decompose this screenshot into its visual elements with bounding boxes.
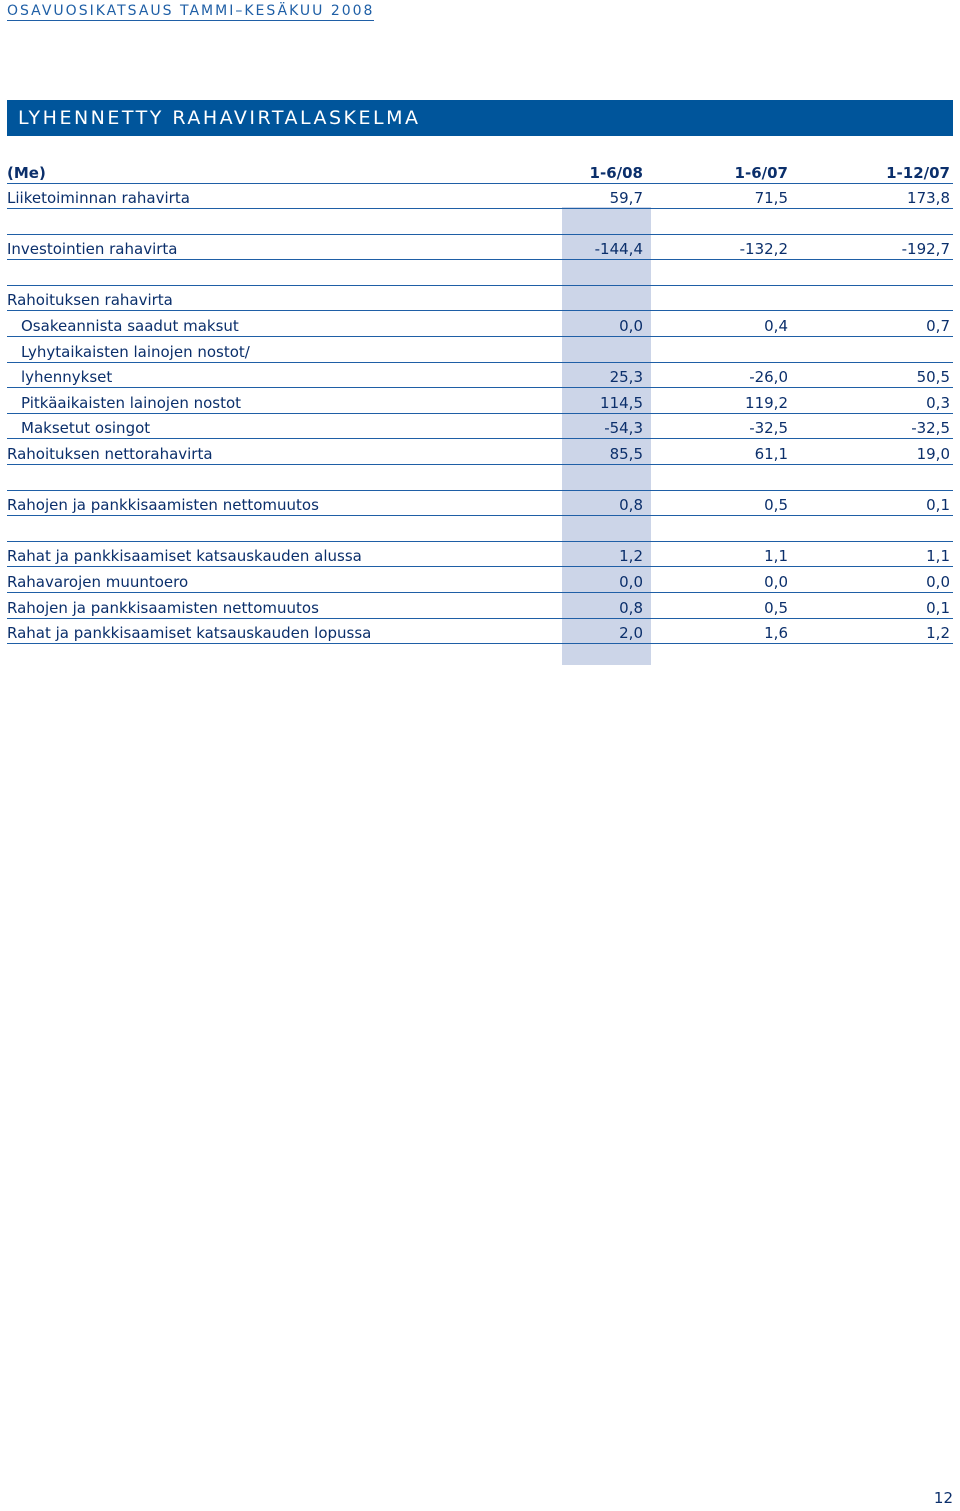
table-row: Rahoituksen nettorahavirta 85,5 61,1 19,0 [7,439,953,465]
table-row: lyhennykset 25,3 -26,0 50,5 [7,362,953,388]
row-label: Investointien rahavirta [7,240,178,258]
table-row [7,209,953,235]
row-label: Pitkäaikaisten lainojen nostot [21,394,242,412]
row-label: Liiketoiminnan rahavirta [7,189,190,207]
row-value-c2: 1,1 [764,547,788,565]
column-header-1-12-07: 1-12/07 [886,164,950,182]
row-value-c1: 1,2 [619,547,643,565]
table-row [7,465,953,491]
row-value-c3: 0,1 [926,496,950,514]
row-value-c2: 119,2 [745,394,788,412]
row-label: Rahojen ja pankkisaamisten nettomuutos [7,599,319,617]
row-value-c2: -32,5 [749,419,788,437]
row-value-c1: 0,8 [619,496,643,514]
table-row: Liiketoiminnan rahavirta 59,7 71,5 173,8 [7,183,953,209]
row-value-c2: 0,5 [764,496,788,514]
row-value-c2: 1,6 [764,624,788,642]
row-value-c1: 0,8 [619,599,643,617]
row-value-c1: 0,0 [619,317,643,335]
table-row: Rahojen ja pankkisaamisten nettomuutos 0,… [7,490,953,516]
table-row [7,516,953,542]
row-value-c3: 50,5 [916,368,950,386]
column-header-1-6-07: 1-6/07 [734,164,788,182]
table-row: Rahat ja pankkisaamiset katsauskauden lo… [7,618,953,644]
row-value-c3: -192,7 [901,240,950,258]
table-row: Rahojen ja pankkisaamisten nettomuutos 0,… [7,593,953,619]
row-label: Rahat ja pankkisaamiset katsauskauden al… [7,547,362,565]
row-value-c2: -26,0 [749,368,788,386]
row-label: Rahavarojen muuntoero [7,573,189,591]
row-value-c3: 0,0 [926,573,950,591]
row-value-c3: -32,5 [911,419,950,437]
table-row: Investointien rahavirta -144,4 -132,2 -192,… [7,234,953,260]
row-label: lyhennykset [21,368,113,386]
table-row: Rahoituksen rahavirta [7,285,953,311]
table-row [7,260,953,286]
table-row: Maksetut osingot -54,3 -32,5 -32,5 [7,413,953,439]
row-label: Lyhytaikaisten lainojen nostot/ [21,343,250,361]
row-value-c2: 0,0 [764,573,788,591]
row-value-c1: 0,0 [619,573,643,591]
row-value-c1: 2,0 [619,624,643,642]
table-header-row: (Me) 1-6/08 1-6/07 1-12/07 [7,158,953,184]
table-row: Rahavarojen muuntoero 0,0 0,0 0,0 [7,567,953,593]
row-value-c3: 0,3 [926,394,950,412]
row-value-c2: -132,2 [739,240,788,258]
row-value-c1: 25,3 [609,368,643,386]
row-label: Rahoituksen rahavirta [7,291,173,309]
current-period-highlight [562,207,651,665]
row-value-c3: 173,8 [907,189,950,207]
row-label: Rahoituksen nettorahavirta [7,445,213,463]
row-value-c3: 0,1 [926,599,950,617]
page-number: 12 [933,1489,953,1507]
table-row: Lyhytaikaisten lainojen nostot/ [7,337,953,363]
row-label: Rahat ja pankkisaamiset katsauskauden lo… [7,624,372,642]
row-value-c3: 19,0 [916,445,950,463]
row-value-c2: 0,4 [764,317,788,335]
column-header-1-6-08: 1-6/08 [589,164,643,182]
row-value-c3: 1,1 [926,547,950,565]
row-value-c1: 85,5 [609,445,643,463]
unit-label: (Me) [7,164,46,182]
row-value-c1: -144,4 [594,240,643,258]
table-row: Osakeannista saadut maksut 0,0 0,4 0,7 [7,311,953,337]
row-label: Maksetut osingot [21,419,151,437]
section-title-band: LYHENNETTY RAHAVIRTALASKELMA [7,100,953,136]
row-value-c1: 59,7 [609,189,643,207]
row-value-c3: 1,2 [926,624,950,642]
row-label: Osakeannista saadut maksut [21,317,239,335]
running-header: OSAVUOSIKATSAUS TAMMI–KESÄKUU 2008 [7,3,375,21]
row-label: Rahojen ja pankkisaamisten nettomuutos [7,496,319,514]
table-row: Pitkäaikaisten lainojen nostot 114,5 119,2… [7,388,953,414]
row-value-c2: 71,5 [754,189,788,207]
table-row: Rahat ja pankkisaamiset katsauskauden al… [7,541,953,567]
section-title: LYHENNETTY RAHAVIRTALASKELMA [18,107,421,129]
row-value-c1: 114,5 [600,394,643,412]
row-value-c2: 0,5 [764,599,788,617]
row-value-c1: -54,3 [604,419,643,437]
row-value-c3: 0,7 [926,317,950,335]
row-value-c2: 61,1 [754,445,788,463]
